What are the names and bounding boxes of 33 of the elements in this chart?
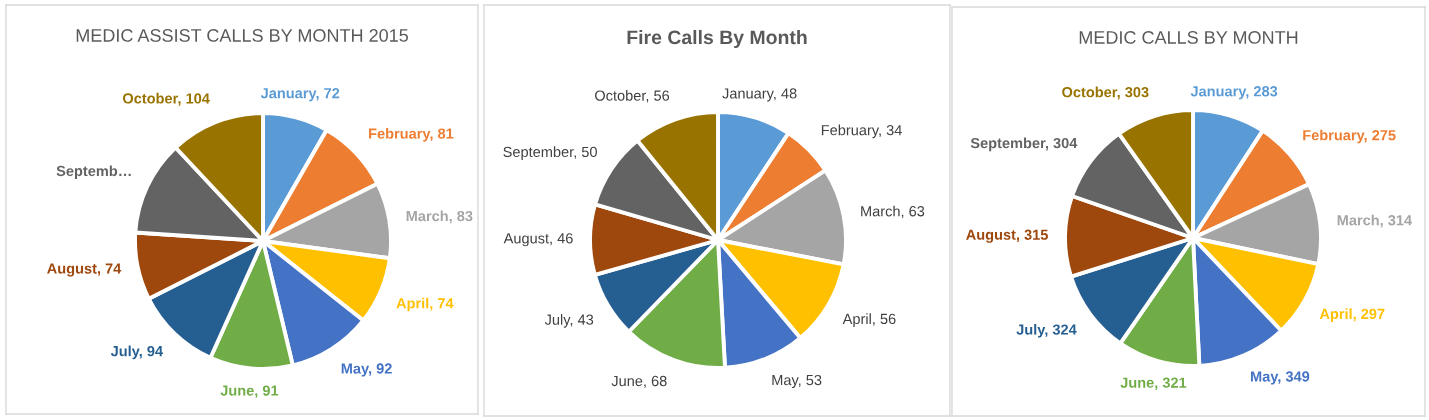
slice-label: March, 83: [406, 210, 473, 224]
chart-title: MEDIC ASSIST CALLS BY MONTH 2015: [76, 29, 408, 42]
slice-label: September, 304: [970, 137, 1078, 152]
slice-label: June, 68: [611, 375, 667, 388]
slice-label: May, 53: [772, 374, 822, 389]
slice-label: August, 74: [47, 263, 122, 277]
slice-label: March, 63: [861, 205, 925, 219]
slice-label: June, 321: [1120, 377, 1187, 390]
slice-label: October, 303: [1062, 86, 1149, 100]
slice-label: September, 50: [503, 146, 597, 160]
slice-label: May, 92: [341, 363, 392, 377]
slice-label: July, 324: [1016, 324, 1077, 338]
slice-label: October, 104: [122, 92, 210, 106]
slice-label: April, 297: [1319, 308, 1385, 322]
slice-label: October, 56: [595, 90, 670, 103]
slice-label: April, 74: [396, 297, 454, 312]
slice-label: August, 315: [966, 229, 1048, 243]
slice-label: March, 314: [1337, 214, 1412, 228]
slice-label: August, 46: [503, 233, 573, 247]
slice-label: January, 48: [722, 88, 797, 102]
slice-label: July, 43: [544, 314, 594, 328]
slice-label: July, 94: [110, 345, 163, 360]
slice-label: April, 56: [842, 313, 896, 327]
slice-label: February, 81: [369, 128, 454, 142]
slice-label: January, 283: [1190, 86, 1278, 100]
slice-label: January, 72: [260, 88, 340, 102]
slice-label: June, 91: [220, 385, 279, 398]
slice-label: May, 349: [1251, 371, 1310, 385]
slice-label: February, 34: [821, 124, 902, 139]
slice-label: February, 275: [1303, 129, 1396, 144]
chart-title: Fire Calls By Month: [627, 29, 807, 49]
chart-title: MEDIC CALLS BY MONTH: [1079, 31, 1298, 44]
slice-label: Septemb…: [56, 165, 131, 180]
